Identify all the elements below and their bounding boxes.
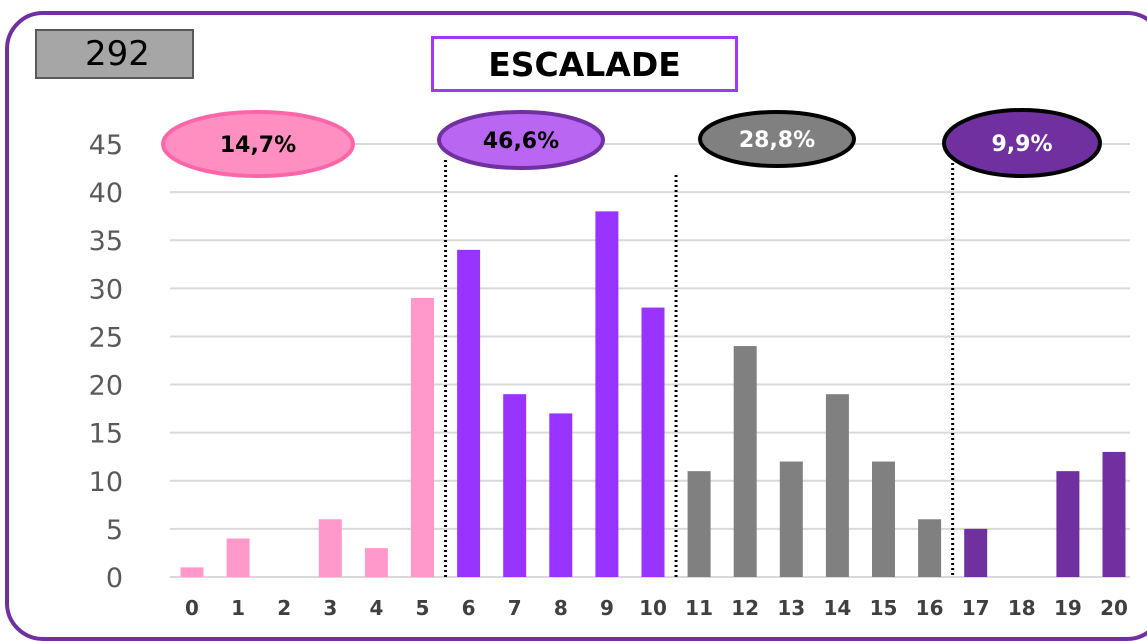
x-tick-label: 20 [1100, 596, 1128, 620]
x-tick-label: 8 [554, 596, 568, 620]
x-tick-label: 11 [685, 596, 713, 620]
count-badge: 292 [35, 29, 194, 79]
percentage-label: 28,8% [739, 128, 815, 153]
bar [503, 394, 527, 577]
percentage-badge [161, 110, 355, 178]
bar [180, 567, 204, 577]
percentage-label: 9,9% [991, 132, 1052, 157]
bar [549, 413, 573, 577]
x-tick-label: 3 [323, 596, 337, 620]
bar [1056, 471, 1080, 577]
x-tick-label: 2 [277, 596, 291, 620]
x-tick-label: 16 [916, 596, 944, 620]
bar [595, 211, 619, 577]
x-tick-label: 19 [1054, 596, 1082, 620]
y-tick-label: 15 [89, 419, 123, 450]
bar [779, 461, 803, 577]
x-tick-label: 15 [870, 596, 898, 620]
y-tick-label: 10 [89, 467, 123, 498]
y-axis: 0 5 10 15 20 25 30 35 40 45 [89, 130, 123, 594]
y-tick-label: 30 [89, 274, 123, 305]
y-tick-label: 45 [89, 130, 123, 161]
group-badges: 14,7% 46,6% 28,8% 9,9% [161, 108, 1102, 178]
y-tick-label: 0 [106, 563, 123, 594]
percentage-badge [698, 110, 856, 168]
bar [318, 519, 342, 577]
bar [1102, 451, 1126, 577]
percentage-badge [942, 108, 1102, 178]
bar [918, 519, 942, 577]
x-tick-label: 18 [1008, 596, 1036, 620]
x-axis: 0 1 2 3 4 5 6 7 8 9 10 11 12 13 14 15 16 17 18 19 20 [185, 596, 1128, 620]
bars [180, 211, 1126, 577]
y-tick-label: 25 [89, 322, 123, 353]
x-tick-label: 17 [962, 596, 990, 620]
x-tick-label: 10 [639, 596, 667, 620]
bar [964, 528, 988, 577]
y-tick-label: 20 [89, 371, 123, 402]
x-tick-label: 13 [777, 596, 805, 620]
bar [733, 346, 757, 577]
chart-title: ESCALADE [431, 36, 738, 92]
x-tick-label: 14 [823, 596, 851, 620]
x-tick-label: 4 [369, 596, 383, 620]
percentage-label: 14,7% [220, 133, 296, 158]
bar [687, 471, 711, 577]
x-tick-label: 6 [462, 596, 476, 620]
percentage-badge [437, 110, 605, 170]
bar [411, 297, 434, 577]
bar [226, 538, 250, 577]
bar [641, 307, 665, 577]
x-tick-label: 0 [185, 596, 199, 620]
x-tick-label: 5 [416, 596, 430, 620]
bar [872, 461, 895, 577]
x-tick-label: 7 [508, 596, 522, 620]
x-tick-label: 1 [231, 596, 245, 620]
y-tick-label: 35 [89, 226, 123, 257]
percentage-label: 46,6% [483, 129, 559, 154]
bar [825, 394, 849, 577]
y-tick-label: 40 [89, 178, 123, 209]
x-tick-label: 12 [731, 596, 759, 620]
group-dividers [444, 160, 955, 577]
y-tick-label: 5 [106, 515, 123, 546]
bar [364, 548, 388, 577]
x-tick-label: 9 [600, 596, 614, 620]
bar [457, 249, 481, 577]
